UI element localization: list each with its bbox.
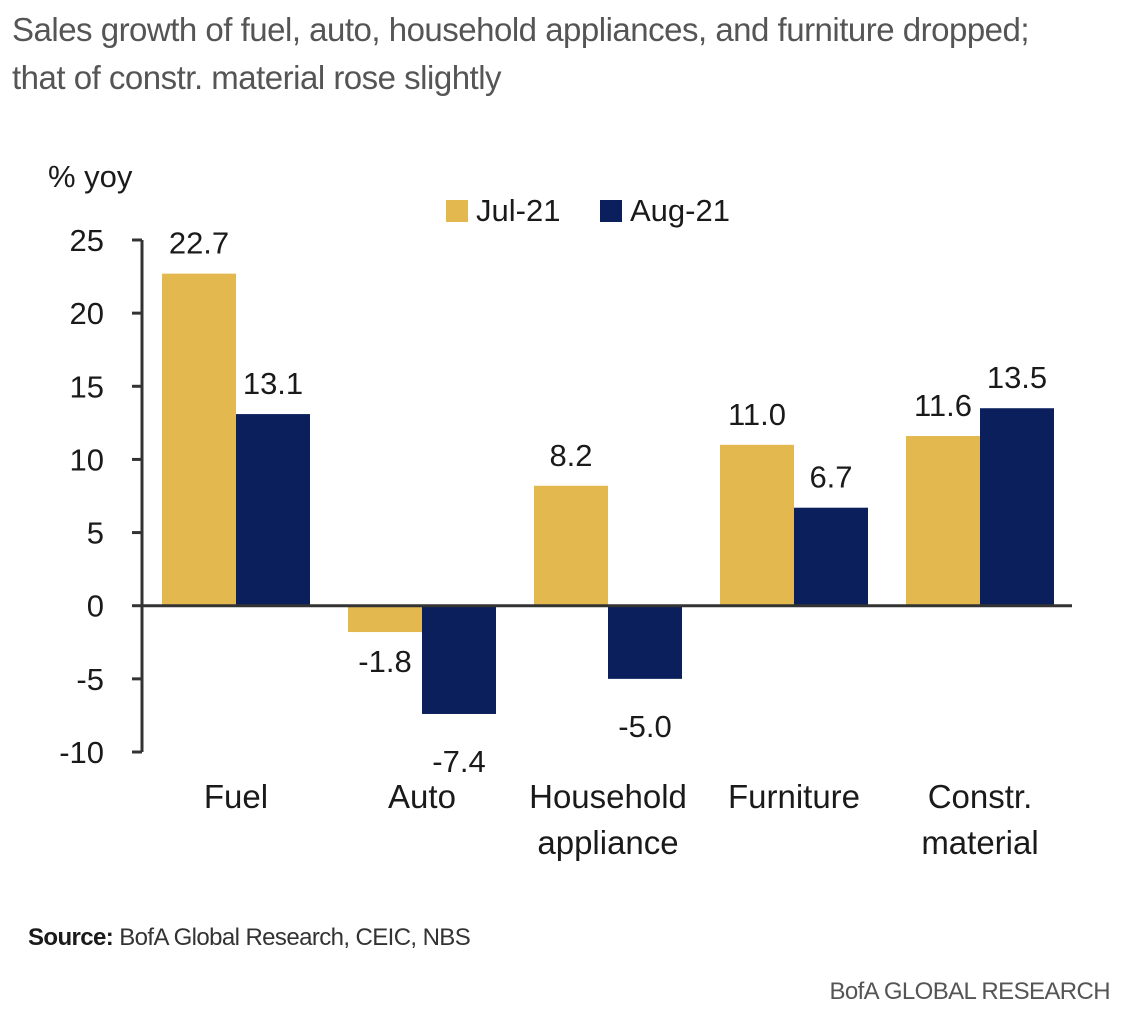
legend-label-aug-21: Aug-21 (630, 193, 730, 228)
bar-aug-21-0 (236, 414, 310, 606)
y-tick-label-0: 25 (70, 223, 104, 258)
data-label-jul-21-1: -1.8 (358, 644, 411, 679)
bar-aug-21-1 (422, 605, 496, 714)
y-tick-label-4: 5 (87, 516, 104, 551)
category-label-2-1: appliance (537, 824, 678, 861)
y-tick-label-1: 20 (70, 296, 104, 331)
chart-title-line-1: Sales growth of fuel, auto, household ap… (12, 11, 1030, 48)
data-label-jul-21-2: 8.2 (549, 438, 592, 473)
bar-jul-21-1 (348, 605, 422, 633)
y-tick-label-7: -10 (59, 735, 104, 770)
legend-label-jul-21: Jul-21 (476, 193, 560, 228)
data-label-aug-21-3: 6.7 (809, 460, 852, 495)
y-tick-label-6: -5 (76, 662, 104, 697)
source-note: Source: BofA Global Research, CEIC, NBS (28, 924, 471, 952)
bar-jul-21-2 (534, 485, 608, 606)
category-label-4-1: material (921, 824, 1038, 861)
data-label-aug-21-4: 13.5 (987, 360, 1047, 395)
category-label-0-0: Fuel (204, 778, 268, 815)
bar-aug-21-4 (980, 408, 1054, 606)
category-label-1-0: Auto (388, 778, 456, 815)
category-label-4-0: Constr. (928, 778, 1033, 815)
bar-jul-21-4 (906, 436, 980, 606)
bar-jul-21-3 (720, 444, 794, 606)
brand-footer: BofA GLOBAL RESEARCH (829, 978, 1110, 1005)
data-label-aug-21-1: -7.4 (432, 744, 485, 779)
legend-swatch-aug-21 (600, 200, 622, 222)
data-label-jul-21-3: 11.0 (728, 397, 786, 432)
y-tick-label-2: 15 (70, 369, 104, 404)
data-label-aug-21-0: 13.1 (243, 366, 303, 401)
legend-swatch-jul-21 (446, 200, 468, 222)
chart-title: Sales growth of fuel, auto, household ap… (12, 6, 1122, 102)
y-tick-label-5: 0 (87, 589, 104, 624)
data-label-aug-21-2: -5.0 (618, 709, 671, 744)
chart-title-line-2: that of constr. material rose slightly (12, 59, 502, 96)
category-label-3-0: Furniture (728, 778, 860, 815)
bar-jul-21-0 (162, 273, 236, 606)
y-tick-label-3: 10 (70, 442, 104, 477)
bar-aug-21-3 (794, 507, 868, 606)
source-label: Source: (28, 924, 114, 951)
bar-chart: % yoy 25 20 15 10 5 0 -5 -10 22.7 -1.8 8.2 11.0 11.6 1… (48, 159, 1072, 861)
source-text: BofA Global Research, CEIC, NBS (113, 924, 471, 951)
category-label-2-0: Household (529, 778, 687, 815)
data-label-jul-21-4: 11.6 (914, 388, 972, 423)
y-axis-label: % yoy (48, 159, 133, 194)
bar-aug-21-2 (608, 605, 682, 679)
data-label-jul-21-0: 22.7 (169, 226, 229, 261)
